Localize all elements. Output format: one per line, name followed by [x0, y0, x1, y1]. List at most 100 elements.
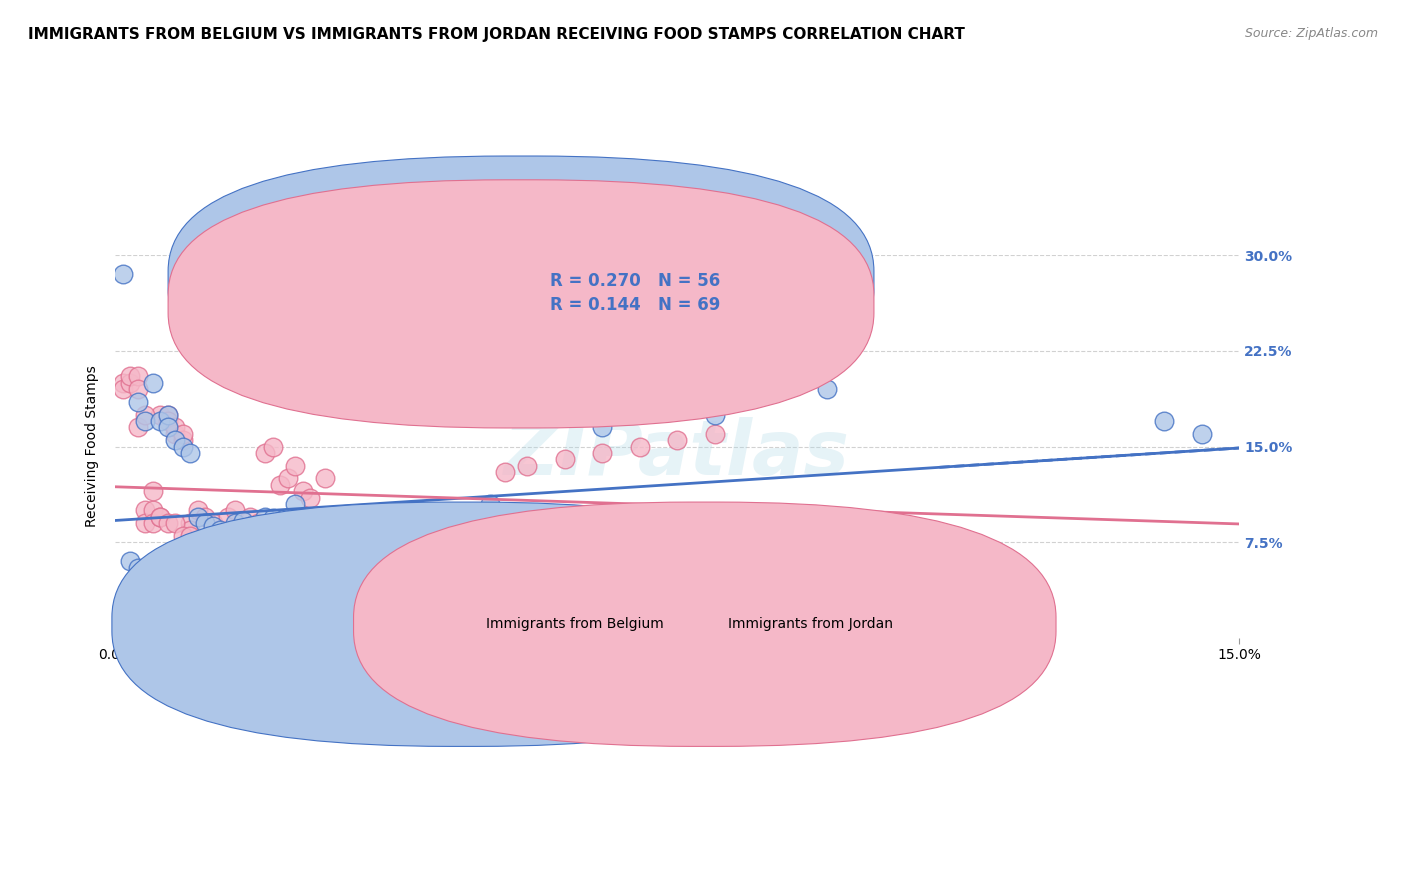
Text: Source: ZipAtlas.com: Source: ZipAtlas.com	[1244, 27, 1378, 40]
Point	[111, 376, 134, 390]
Point	[217, 526, 239, 541]
Point	[239, 509, 262, 524]
Point	[344, 550, 367, 565]
Point	[815, 382, 838, 396]
Point	[314, 471, 336, 485]
Point	[194, 567, 217, 582]
Point	[179, 516, 201, 530]
Point	[277, 518, 299, 533]
Point	[127, 382, 149, 396]
Point	[134, 567, 156, 582]
Point	[156, 420, 179, 434]
Point	[149, 509, 172, 524]
Point	[262, 511, 284, 525]
Point	[201, 561, 224, 575]
Point	[232, 514, 254, 528]
Point	[367, 541, 389, 556]
Point	[359, 554, 381, 568]
Point	[165, 433, 187, 447]
Point	[374, 557, 396, 571]
Point	[277, 471, 299, 485]
Point	[329, 548, 352, 562]
Y-axis label: Receiving Food Stamps: Receiving Food Stamps	[86, 366, 100, 527]
FancyBboxPatch shape	[169, 180, 875, 428]
Point	[172, 440, 194, 454]
Point	[628, 440, 651, 454]
Point	[165, 516, 187, 530]
Point	[156, 408, 179, 422]
Text: ZIPatlas: ZIPatlas	[505, 417, 851, 491]
Point	[516, 458, 538, 473]
Point	[134, 414, 156, 428]
Point	[224, 503, 246, 517]
Point	[165, 426, 187, 441]
Point	[134, 408, 156, 422]
Point	[134, 503, 156, 517]
FancyBboxPatch shape	[169, 156, 875, 404]
Point	[703, 426, 725, 441]
Point	[111, 382, 134, 396]
Point	[127, 395, 149, 409]
Point	[156, 408, 179, 422]
Point	[120, 376, 142, 390]
FancyBboxPatch shape	[492, 267, 801, 318]
Point	[149, 408, 172, 422]
Point	[591, 446, 613, 460]
Point	[254, 446, 277, 460]
Point	[464, 541, 486, 556]
Point	[172, 426, 194, 441]
Point	[156, 567, 179, 582]
Point	[1191, 426, 1213, 441]
Point	[388, 561, 411, 575]
Point	[478, 497, 501, 511]
Point	[142, 484, 165, 499]
Point	[464, 561, 486, 575]
Text: IMMIGRANTS FROM BELGIUM VS IMMIGRANTS FROM JORDAN RECEIVING FOOD STAMPS CORRELAT: IMMIGRANTS FROM BELGIUM VS IMMIGRANTS FR…	[28, 27, 965, 42]
Point	[419, 523, 441, 537]
Point	[179, 567, 201, 582]
Point	[291, 509, 314, 524]
Point	[187, 503, 209, 517]
Point	[284, 497, 307, 511]
Point	[156, 414, 179, 428]
Point	[494, 535, 516, 549]
Text: Immigrants from Belgium: Immigrants from Belgium	[486, 617, 664, 632]
Point	[194, 516, 217, 530]
FancyBboxPatch shape	[353, 502, 1056, 747]
Point	[254, 554, 277, 568]
Point	[269, 514, 291, 528]
Point	[404, 541, 426, 556]
Point	[187, 554, 209, 568]
Point	[666, 433, 689, 447]
Point	[217, 554, 239, 568]
Point	[554, 452, 576, 467]
Point	[201, 516, 224, 530]
Point	[307, 554, 329, 568]
Point	[329, 535, 352, 549]
Point	[179, 523, 201, 537]
Point	[134, 516, 156, 530]
Point	[172, 567, 194, 582]
Text: R = 0.270   N = 56: R = 0.270 N = 56	[550, 272, 720, 290]
Point	[284, 458, 307, 473]
Point	[441, 516, 464, 530]
Point	[187, 574, 209, 588]
Point	[703, 408, 725, 422]
Point	[419, 529, 441, 543]
Point	[478, 408, 501, 422]
Point	[433, 535, 456, 549]
Point	[217, 509, 239, 524]
Point	[142, 376, 165, 390]
Point	[127, 420, 149, 434]
Point	[246, 516, 269, 530]
Point	[591, 420, 613, 434]
Point	[232, 554, 254, 568]
Point	[209, 523, 232, 537]
Point	[314, 548, 336, 562]
Point	[120, 554, 142, 568]
Point	[224, 548, 246, 562]
Point	[172, 433, 194, 447]
Point	[142, 503, 165, 517]
Point	[1153, 414, 1175, 428]
Point	[254, 509, 277, 524]
